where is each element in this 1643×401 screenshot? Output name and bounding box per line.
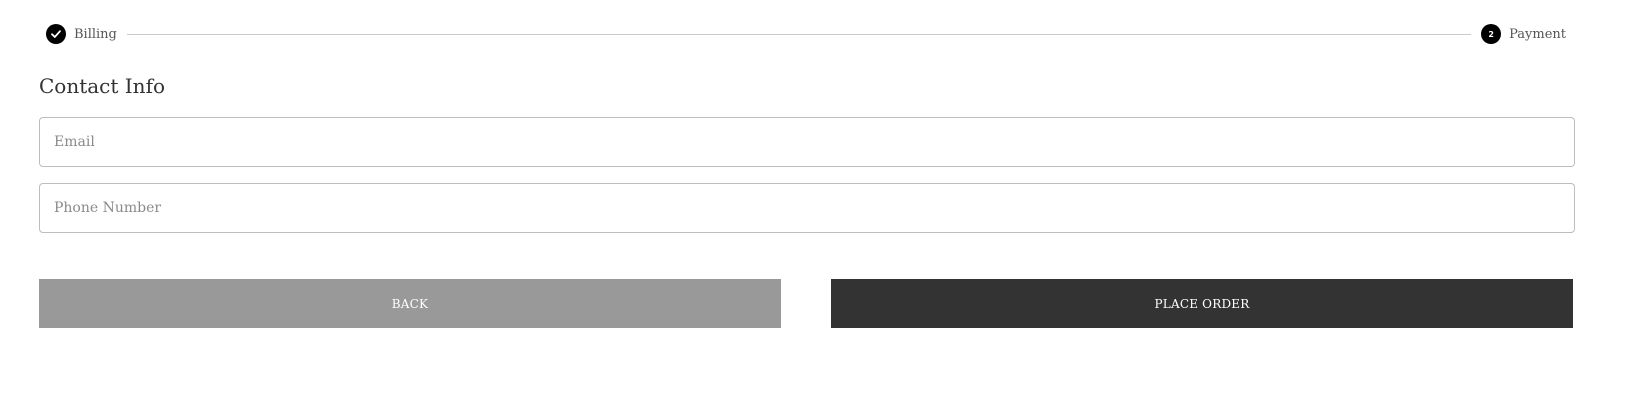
step-billing-label: Billing: [74, 26, 117, 42]
step-payment-number: 2: [1481, 24, 1502, 44]
page-title: Contact Info: [39, 74, 166, 98]
back-button[interactable]: BACK: [39, 279, 781, 328]
step-payment-label: Payment: [1509, 26, 1566, 42]
email-field[interactable]: [39, 117, 1575, 167]
step-connector-line: [126, 33, 1472, 35]
place-order-button[interactable]: PLACE ORDER: [831, 279, 1573, 328]
step-payment[interactable]: 2 Payment: [1481, 24, 1566, 44]
phone-number-field[interactable]: [39, 183, 1575, 233]
check-icon: [46, 24, 66, 44]
step-billing[interactable]: Billing: [46, 24, 117, 44]
checkout-stepper: Billing 2 Payment: [46, 24, 1566, 44]
